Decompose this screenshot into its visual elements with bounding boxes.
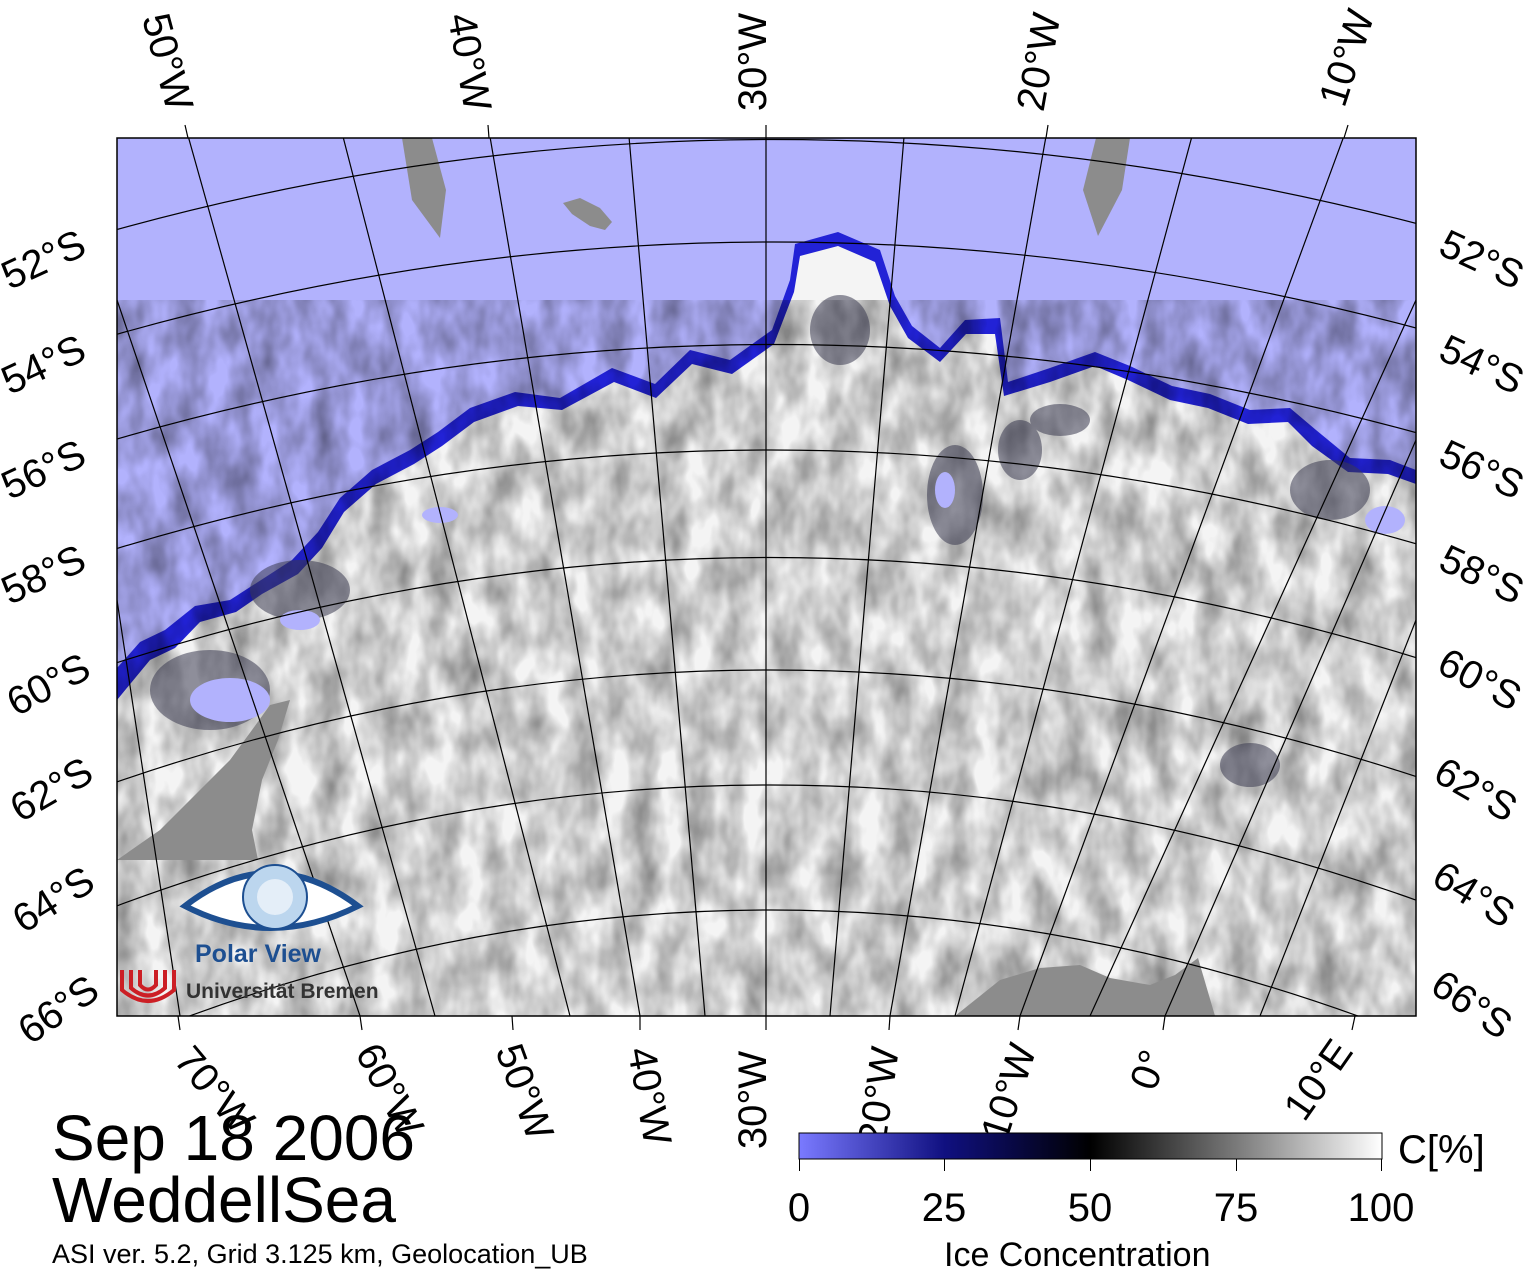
map-region: WeddellSea bbox=[52, 1164, 396, 1236]
map-metadata: ASI ver. 5.2, Grid 3.125 km, Geolocation… bbox=[52, 1239, 588, 1269]
colorbar-tick-75 bbox=[1236, 1159, 1237, 1171]
parallel-56s bbox=[117, 343, 1416, 440]
meridian-70w bbox=[117, 599, 181, 1016]
antarctic-peninsula bbox=[117, 700, 290, 860]
colorbar-label-50: 50 bbox=[1067, 1186, 1113, 1230]
meridian-35w bbox=[628, 138, 706, 1016]
parallel-58s bbox=[117, 449, 1416, 550]
parallel-66s bbox=[187, 909, 1360, 1016]
meridian-45w bbox=[342, 138, 571, 1016]
open-water-polynyas bbox=[190, 472, 1405, 722]
colorbar-tick-0 bbox=[799, 1159, 800, 1171]
antarctic-coast bbox=[955, 958, 1215, 1016]
frame-ticks bbox=[177, 124, 1356, 1031]
graticule bbox=[117, 138, 1416, 1016]
top-label-30w: 30°W bbox=[731, 12, 776, 112]
meridian-15w bbox=[954, 138, 1193, 1016]
colorbar-title: Ice Concentration bbox=[944, 1236, 1211, 1274]
colorbar-label-0: 0 bbox=[787, 1186, 811, 1230]
meridian-25w bbox=[829, 138, 905, 1016]
colorbar-tick-100 bbox=[1381, 1159, 1382, 1171]
colorbar bbox=[798, 1132, 1383, 1160]
colorbar-tick-50 bbox=[1090, 1159, 1091, 1171]
meridian-20w bbox=[889, 138, 1047, 1016]
colorbar-unit: C[%] bbox=[1398, 1128, 1485, 1172]
logo-institution: Universität Bremen bbox=[186, 980, 379, 1003]
parallel-60s bbox=[117, 556, 1416, 664]
bottom-label-30w: 30°W bbox=[731, 1050, 776, 1150]
land bbox=[117, 138, 1215, 1016]
colorbar-label-100: 100 bbox=[1347, 1186, 1415, 1230]
meridian-50w bbox=[188, 138, 436, 1016]
polar-view-logo-eye bbox=[179, 864, 364, 931]
logo-product-name: Polar View bbox=[195, 940, 321, 968]
sandwich-islands-east bbox=[1083, 138, 1130, 236]
map-date: Sep 18 2006 bbox=[52, 1102, 415, 1174]
meridian-10w bbox=[1019, 138, 1344, 1016]
parallel-52s bbox=[117, 138, 1416, 231]
colorbar-label-75: 75 bbox=[1213, 1186, 1259, 1230]
meridian-5w bbox=[1089, 299, 1416, 1016]
parallel-54s bbox=[117, 241, 1416, 335]
south-georgia bbox=[563, 198, 612, 230]
meridian-0 bbox=[1164, 439, 1416, 1016]
parallel-64s bbox=[117, 784, 1416, 907]
colorbar-tick-25 bbox=[944, 1159, 945, 1171]
colorbar-label-25: 25 bbox=[921, 1186, 967, 1230]
uni-bremen-logo-mark bbox=[120, 970, 176, 1003]
parallel-62s bbox=[117, 669, 1416, 783]
meridian-10e bbox=[1259, 619, 1416, 1016]
meridian-40w bbox=[489, 138, 641, 1016]
